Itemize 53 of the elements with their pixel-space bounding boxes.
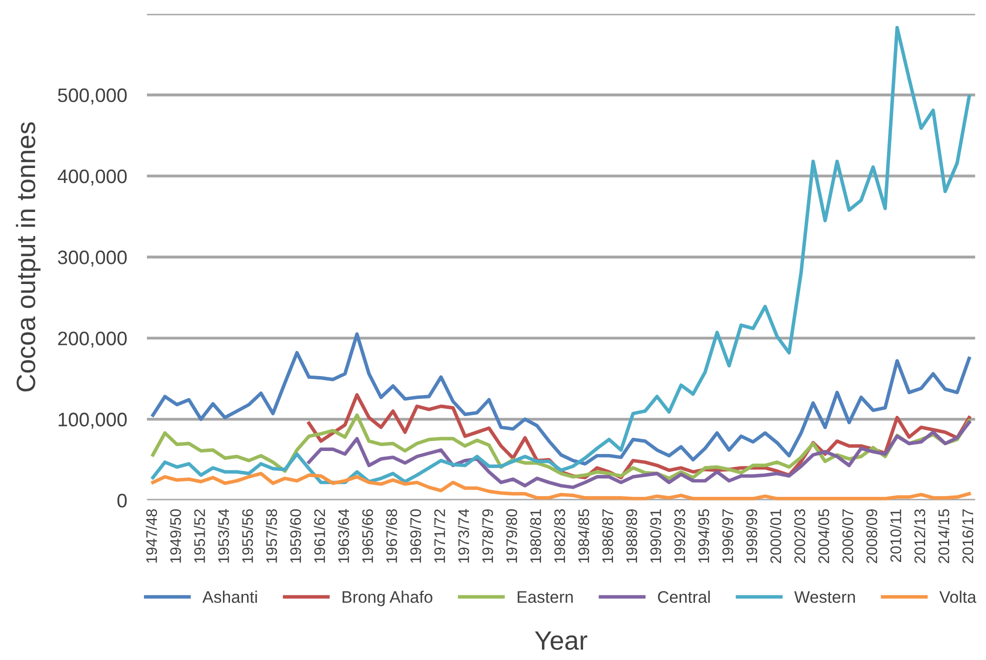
x-tick-label: 2008/09 [866,509,878,564]
y-tick-label: 200,000 [58,332,127,348]
x-tick-label: 1967/68 [386,509,398,563]
x-tick-label: 1980/81 [530,509,542,563]
x-tick-label: 1959/60 [290,509,302,563]
x-tick-label: 1978/79 [482,509,494,563]
x-tick-label: 1994/95 [698,509,710,563]
x-tick-label: 1988/89 [626,509,638,563]
x-tick-label: 1986/87 [602,509,614,563]
x-tick-label: 2004/05 [818,509,830,564]
legend-label: Eastern [518,591,573,603]
x-tick-label: 1971/72 [434,509,446,563]
x-tick-label: 1965/66 [362,509,374,563]
x-tick-label: 1984/85 [578,509,590,563]
y-axis-title: Cocoa output in tonnes [16,122,41,392]
x-tick-label: 1961/62 [314,509,326,563]
x-tick-label: 2014/15 [938,509,950,564]
y-tick-label: 0 [117,494,127,508]
x-tick-label: 1963/64 [338,509,350,563]
x-tick-label: 1953/54 [218,509,230,563]
x-tick-label: 1949/50 [170,509,182,563]
x-tick-label: 1947/48 [146,509,158,563]
y-tick-label: 300,000 [58,250,127,267]
x-tick-label: 2010/11 [890,509,902,562]
x-tick-label: 1973/74 [458,509,470,563]
legend-label: Central [658,590,710,603]
legend-label: Western [794,591,855,603]
x-tick-label: 1992/93 [674,509,686,563]
line-series [151,332,971,466]
legend-label: Volta [939,590,976,603]
x-tick-label: 1957/58 [266,509,278,563]
x-tick-label: 1996/97 [722,509,734,563]
y-tick-label: 400,000 [58,169,127,186]
legend-label: Brong Ahafo [342,590,432,606]
y-tick-label: 500,000 [58,88,127,104]
x-tick-label: 1982/83 [554,509,566,563]
y-tick-label: 100,000 [58,412,127,429]
legend-label: Ashanti [202,590,257,603]
x-tick-label: 2016/17 [962,509,974,564]
x-tick-label: 1998/99 [746,509,758,563]
line-series [307,420,971,490]
x-tick-label: 1979/80 [506,509,518,563]
x-axis-title: Year [534,631,588,650]
x-tick-label: 2006/07 [842,509,854,564]
line-series [151,26,971,484]
x-tick-label: 1969/70 [410,509,422,563]
x-tick-label: 2012/13 [914,509,926,564]
x-tick-label: 2000/01 [770,509,782,564]
x-tick-label: 2002/03 [794,509,806,564]
x-tick-label: 1990/91 [650,509,662,563]
line-series [151,472,971,500]
x-tick-label: 1951/52 [194,509,206,563]
x-tick-label: 1955/56 [242,509,254,563]
